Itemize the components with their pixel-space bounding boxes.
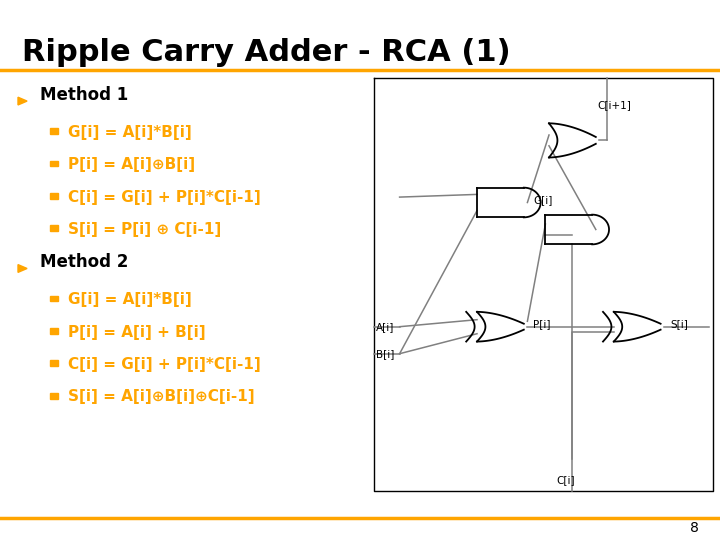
Text: S[i] = A[i]⊕B[i]⊕C[i-1]: S[i] = A[i]⊕B[i]⊕C[i-1] xyxy=(68,389,255,404)
Text: P[i] = A[i]⊕B[i]: P[i] = A[i]⊕B[i] xyxy=(68,157,196,172)
Text: 8: 8 xyxy=(690,521,698,535)
Text: C[i+1]: C[i+1] xyxy=(598,100,631,110)
Bar xyxy=(50,295,58,301)
Text: S[i]: S[i] xyxy=(670,319,688,329)
Text: C[i] = G[i] + P[i]*C[i-1]: C[i] = G[i] + P[i]*C[i-1] xyxy=(68,190,261,205)
Text: C[i]: C[i] xyxy=(556,475,575,485)
Text: S[i] = P[i] ⊕ C[i-1]: S[i] = P[i] ⊕ C[i-1] xyxy=(68,222,222,237)
Bar xyxy=(50,225,58,231)
Text: Method 1: Method 1 xyxy=(40,85,128,104)
Text: G[i] = A[i]*B[i]: G[i] = A[i]*B[i] xyxy=(68,125,192,140)
Bar xyxy=(50,160,58,166)
Bar xyxy=(50,360,58,366)
Bar xyxy=(50,128,58,134)
Bar xyxy=(50,193,58,199)
Text: Method 2: Method 2 xyxy=(40,253,128,271)
Bar xyxy=(50,393,58,399)
Polygon shape xyxy=(18,97,27,105)
Text: G[i]: G[i] xyxy=(533,195,552,205)
Bar xyxy=(50,328,58,334)
Text: P[i] = A[i] + B[i]: P[i] = A[i] + B[i] xyxy=(68,325,206,340)
Text: A[i]: A[i] xyxy=(376,322,395,332)
Text: Ripple Carry Adder - RCA (1): Ripple Carry Adder - RCA (1) xyxy=(22,38,510,67)
Text: C[i] = G[i] + P[i]*C[i-1]: C[i] = G[i] + P[i]*C[i-1] xyxy=(68,357,261,372)
Text: G[i] = A[i]*B[i]: G[i] = A[i]*B[i] xyxy=(68,292,192,307)
Text: P[i]: P[i] xyxy=(533,319,551,329)
Polygon shape xyxy=(18,265,27,272)
Text: B[i]: B[i] xyxy=(376,349,395,359)
